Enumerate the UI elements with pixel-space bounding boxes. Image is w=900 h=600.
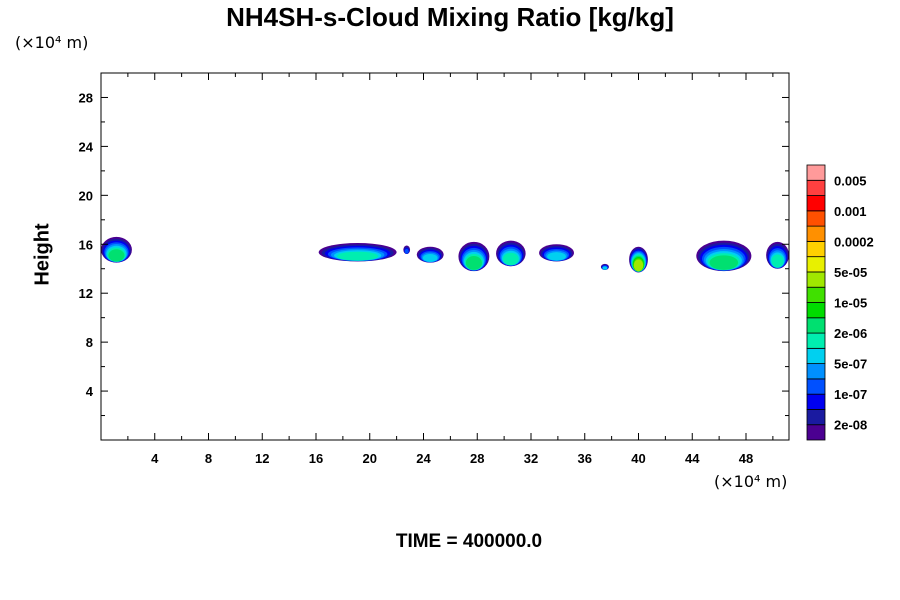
colorbar-swatch [806, 424, 826, 441]
x-tick-label: 28 [470, 451, 484, 466]
colorbar-swatch [806, 179, 826, 196]
cloud-patch [458, 241, 490, 272]
colorbar-swatch [806, 347, 826, 365]
colorbar-swatch [806, 378, 826, 395]
x-tick-label: 48 [739, 451, 753, 466]
cloud-patch [629, 246, 648, 273]
colorbar-swatch [806, 256, 826, 273]
x-tick-label: 32 [524, 451, 538, 466]
y-tick-label: 12 [79, 286, 93, 301]
colorbar-swatch [806, 286, 826, 303]
cloud-patch [101, 236, 132, 263]
x-tick-label: 16 [309, 451, 323, 466]
colorbar-label: 2e-08 [834, 418, 867, 433]
colorbar-swatch [806, 393, 826, 410]
colorbar-label: 0.0002 [834, 234, 874, 249]
y-tick-label: 24 [79, 139, 94, 154]
y-axis-unit: (×10⁴ m) [15, 33, 89, 52]
colorbar-swatch [806, 317, 826, 334]
colorbar-label: 0.001 [834, 204, 867, 219]
x-tick-label: 20 [363, 451, 377, 466]
cloud-patch [318, 243, 397, 262]
colorbar-swatch [806, 210, 826, 227]
y-tick-label: 16 [79, 237, 93, 252]
x-tick-label: 8 [205, 451, 212, 466]
x-tick-label: 40 [631, 451, 645, 466]
cloud-patch [416, 246, 444, 263]
colorbar-label: 0.005 [834, 173, 867, 188]
y-tick-label: 4 [86, 384, 94, 399]
cloud-patch [766, 241, 789, 269]
colorbar-label: 5e-05 [834, 265, 867, 280]
cloud-patch [539, 244, 574, 262]
x-tick-label: 36 [578, 451, 592, 466]
cloud-patch [403, 245, 411, 255]
x-tick-label: 12 [255, 451, 269, 466]
colorbar-swatch [806, 164, 826, 181]
y-tick-label: 28 [79, 90, 93, 105]
colorbar: 0.005 0.001 0.0002 5e-05 1e-05 2e-06 5e-07 1e-0… [806, 164, 874, 441]
cloud-field [101, 236, 789, 273]
colorbar-swatch [806, 225, 826, 242]
x-tick-label: 44 [685, 451, 700, 466]
x-axis-unit: (×10⁴ m) [714, 472, 788, 491]
x-tick-label: 24 [416, 451, 431, 466]
colorbar-label: 1e-05 [834, 296, 867, 311]
y-tick-label: 8 [86, 335, 93, 350]
colorbar-swatch [806, 302, 826, 319]
colorbar-swatch [806, 195, 826, 212]
colorbar-label: 2e-06 [834, 326, 867, 341]
colorbar-label: 1e-07 [834, 387, 867, 402]
colorbar-label: 5e-07 [834, 357, 867, 372]
colorbar-swatch [806, 332, 826, 349]
y-tick-label: 20 [79, 188, 93, 203]
colorbar-swatch [806, 409, 826, 426]
colorbar-swatch [806, 363, 826, 380]
cloud-patch [496, 240, 526, 267]
x-tick-label: 4 [151, 451, 159, 466]
cloud-patch [696, 240, 752, 272]
cloud-patch [600, 263, 609, 270]
chart-title: NH4SH-s-Cloud Mixing Ratio [kg/kg] [226, 2, 674, 32]
time-label: TIME = 400000.0 [395, 531, 543, 552]
colorbar-swatch [806, 271, 826, 288]
colorbar-swatch [806, 240, 826, 258]
plot-frame [100, 72, 790, 441]
